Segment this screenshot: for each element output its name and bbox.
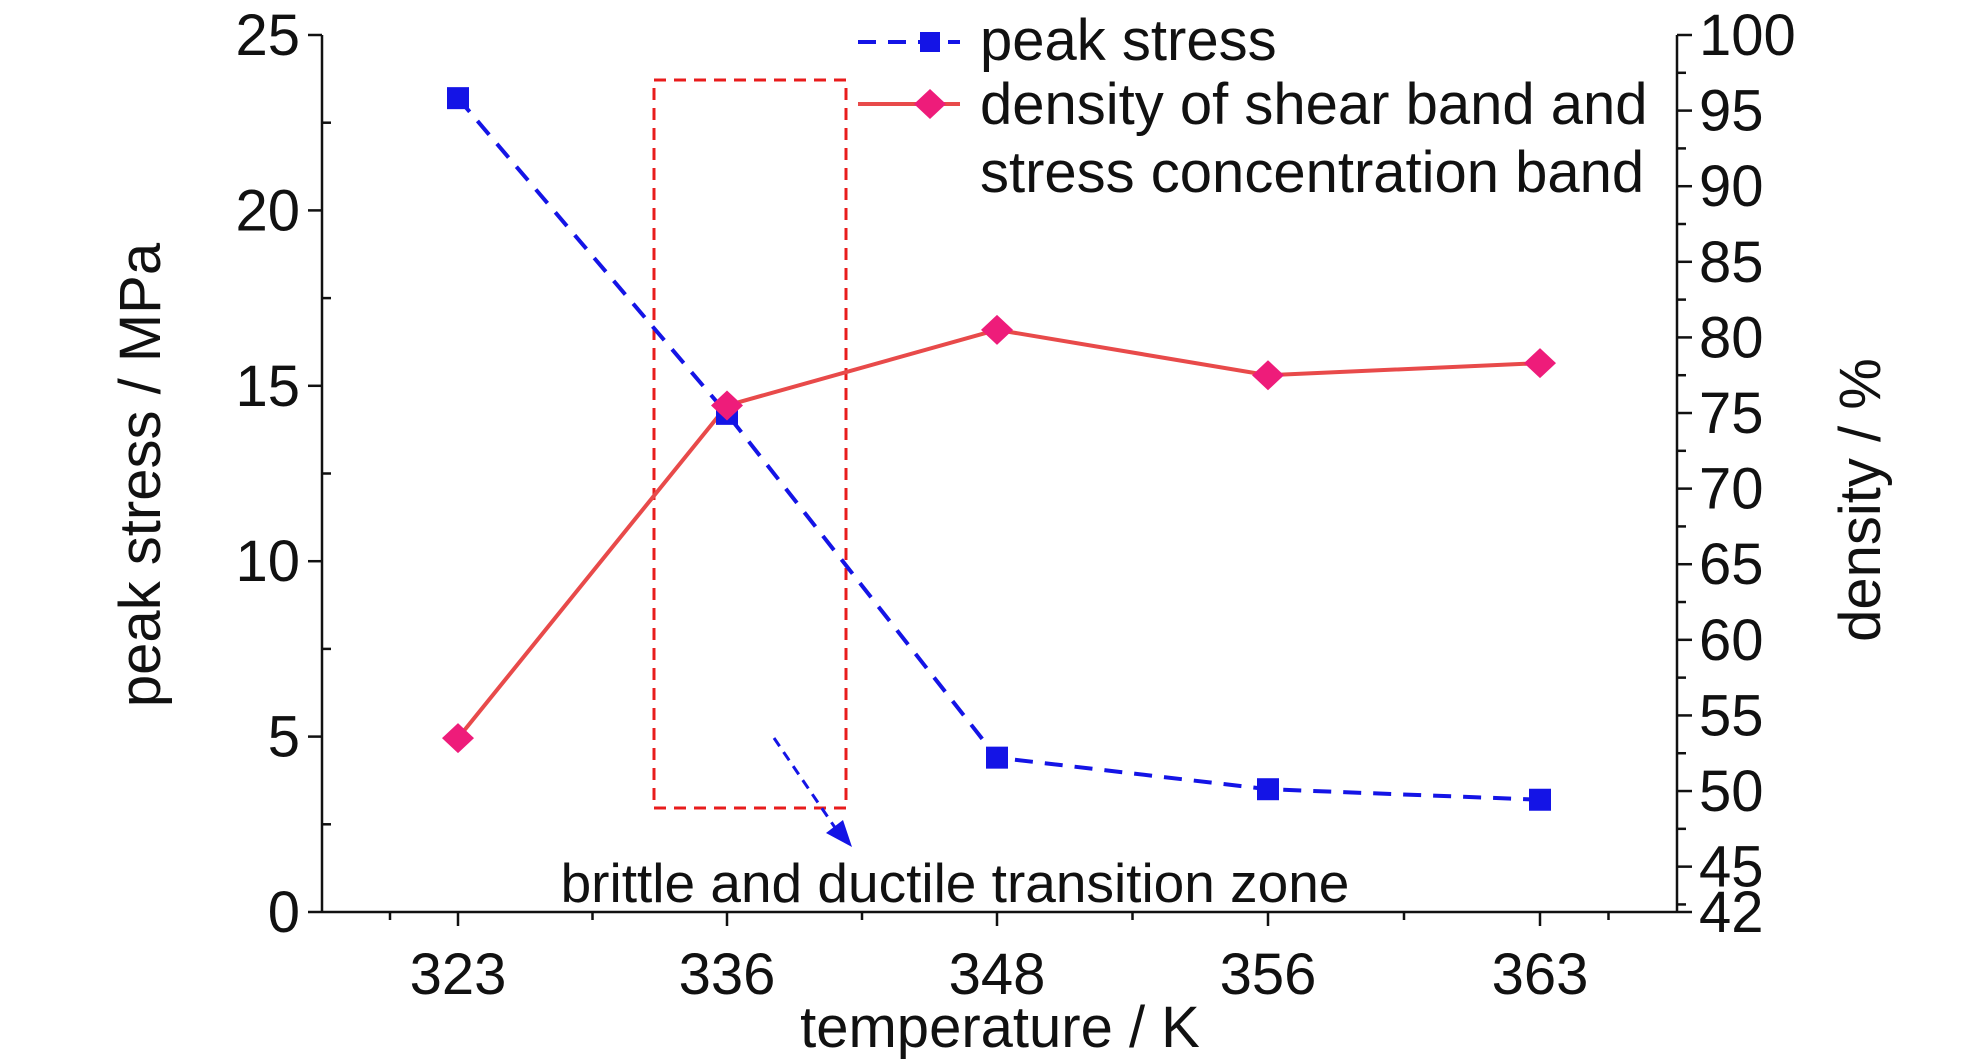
density-point [981,314,1013,345]
legend-density-label-line2: stress concentration band [980,140,1644,205]
right-tick-label: 75 [1699,381,1764,446]
annotation-arrowhead [826,820,852,847]
right-tick-label: 70 [1699,457,1764,522]
right-tick-label: 60 [1699,608,1764,673]
left-tick-label: 10 [235,529,300,594]
density-point [1252,360,1284,391]
x-tick-label: 323 [410,942,507,1007]
right-tick-label: 100 [1699,3,1796,68]
legend-peak-stress-label: peak stress [980,8,1277,73]
density-point [711,390,743,421]
right-tick-label: 85 [1699,230,1764,295]
right-tick-label: 65 [1699,532,1764,597]
right-tick-label: 42 [1699,880,1764,945]
left-tick-label: 0 [268,880,300,945]
left-tick-label: 25 [235,3,300,68]
legend-density-marker [914,89,946,119]
right-axis-title: density / % [1828,358,1893,642]
left-axis-title: peak stress / MPa [108,242,173,707]
right-tick-label: 50 [1699,759,1764,824]
left-tick-label: 5 [268,705,300,770]
right-tick-label: 45 [1699,835,1764,900]
x-tick-label: 336 [679,942,776,1007]
x-tick-label: 348 [949,942,1046,1007]
annotation-arrow [772,737,840,833]
left-tick-label: 20 [235,178,300,243]
right-tick-label: 95 [1699,79,1764,144]
annotation-label: brittle and ductile transition zone [561,852,1350,914]
series [442,87,1556,811]
legend-density-label-line1: density of shear band and [980,72,1647,137]
density-point [442,723,474,754]
legend-peak-stress-marker [920,32,940,52]
left-tick-label: 15 [235,354,300,419]
peak-stress-point [1529,788,1551,811]
right-tick-label: 80 [1699,305,1764,370]
x-tick-label: 363 [1492,942,1589,1007]
peak-stress-point [1257,778,1279,801]
peak-stress-point [447,87,469,110]
density-series-line [456,327,1541,740]
annotation: brittle and ductile transition zone [561,78,1350,914]
x-axis-title: temperature / K [800,995,1200,1060]
right-tick-label: 90 [1699,154,1764,219]
density-point [1524,348,1556,379]
right-tick-label: 55 [1699,683,1764,748]
x-tick-label: 356 [1220,942,1317,1007]
peak-stress-point [986,746,1008,769]
